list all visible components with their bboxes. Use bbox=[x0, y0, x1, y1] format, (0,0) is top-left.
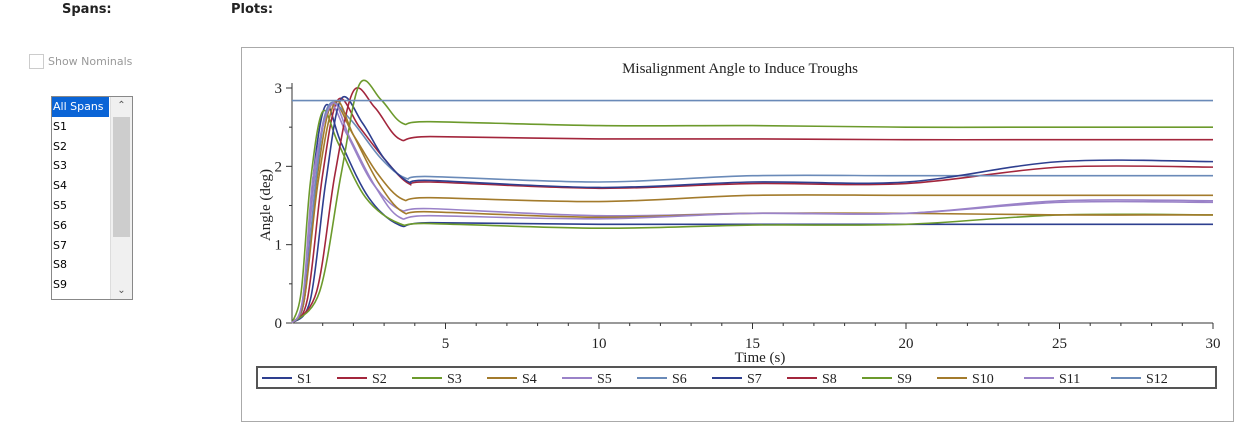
legend-label: S8 bbox=[822, 372, 837, 387]
legend-label: S12 bbox=[1146, 372, 1168, 387]
legend-label: S6 bbox=[672, 372, 687, 387]
scroll-down-icon[interactable]: ⌄ bbox=[117, 285, 126, 296]
series-line-s11 bbox=[291, 102, 1214, 324]
x-tick-label: 30 bbox=[1206, 336, 1221, 352]
legend-label: S5 bbox=[597, 372, 612, 387]
span-list-item[interactable]: S4 bbox=[53, 179, 67, 193]
legend-label: S4 bbox=[522, 372, 537, 387]
x-tick-label: 20 bbox=[899, 336, 914, 352]
legend-label: S2 bbox=[372, 372, 387, 387]
scroll-up-icon[interactable]: ⌃ bbox=[117, 100, 126, 111]
y-tick-label: 0 bbox=[275, 316, 283, 332]
x-tick-label: 10 bbox=[592, 336, 607, 352]
legend-label: S11 bbox=[1059, 372, 1080, 387]
span-list-item[interactable]: S8 bbox=[53, 258, 67, 272]
legend-label: S9 bbox=[897, 372, 912, 387]
x-axis-label: Time (s) bbox=[735, 350, 786, 366]
span-list-item[interactable]: All Spans bbox=[52, 97, 109, 117]
y-tick-label: 3 bbox=[275, 81, 283, 97]
x-tick-label: 15 bbox=[745, 336, 760, 352]
listbox-scrollbar[interactable]: ⌃ ⌄ bbox=[110, 97, 132, 299]
y-tick-label: 1 bbox=[275, 238, 283, 254]
span-list-item[interactable]: S6 bbox=[53, 218, 67, 232]
plot-panel bbox=[241, 47, 1234, 422]
span-list-item[interactable]: S3 bbox=[53, 159, 67, 173]
series-line-s7 bbox=[291, 95, 1214, 324]
scrollbar-thumb[interactable] bbox=[113, 117, 130, 237]
show-nominals-checkbox[interactable]: Show Nominals bbox=[29, 54, 132, 69]
plots-header: Plots: bbox=[231, 2, 274, 17]
chart-title: Misalignment Angle to Induce Troughs bbox=[622, 61, 858, 77]
series-line-s2 bbox=[291, 97, 1214, 324]
y-tick-label: 2 bbox=[275, 159, 283, 175]
checkbox-box[interactable] bbox=[29, 54, 44, 69]
legend-label: S1 bbox=[297, 372, 312, 387]
legend-label: S3 bbox=[447, 372, 462, 387]
y-axis-label: Angle (deg) bbox=[258, 169, 274, 241]
spans-listbox[interactable]: All Spans S1 S2 S3 S4 S5 S6 S7 S8 S9 ⌃ ⌄ bbox=[51, 96, 133, 300]
x-tick-label: 25 bbox=[1052, 336, 1067, 352]
spans-header: Spans: bbox=[62, 2, 112, 17]
legend-label: S10 bbox=[972, 372, 994, 387]
span-list-item[interactable]: S1 bbox=[53, 119, 67, 133]
series-line-s4 bbox=[291, 101, 1213, 324]
span-list-item[interactable]: S7 bbox=[53, 238, 67, 252]
x-tick-label: 5 bbox=[442, 336, 450, 352]
span-list-item[interactable]: S2 bbox=[53, 139, 67, 153]
series-line-s9 bbox=[291, 79, 1213, 324]
span-list-item[interactable]: S5 bbox=[53, 198, 67, 212]
show-nominals-label: Show Nominals bbox=[48, 55, 133, 68]
series-line-s6 bbox=[291, 101, 1213, 324]
series-line-s8 bbox=[291, 87, 1213, 324]
series-line-s10 bbox=[291, 99, 1214, 324]
series-line-s3 bbox=[291, 109, 1214, 324]
span-list-item[interactable]: S9 bbox=[53, 278, 67, 292]
legend-label: S7 bbox=[747, 372, 762, 387]
